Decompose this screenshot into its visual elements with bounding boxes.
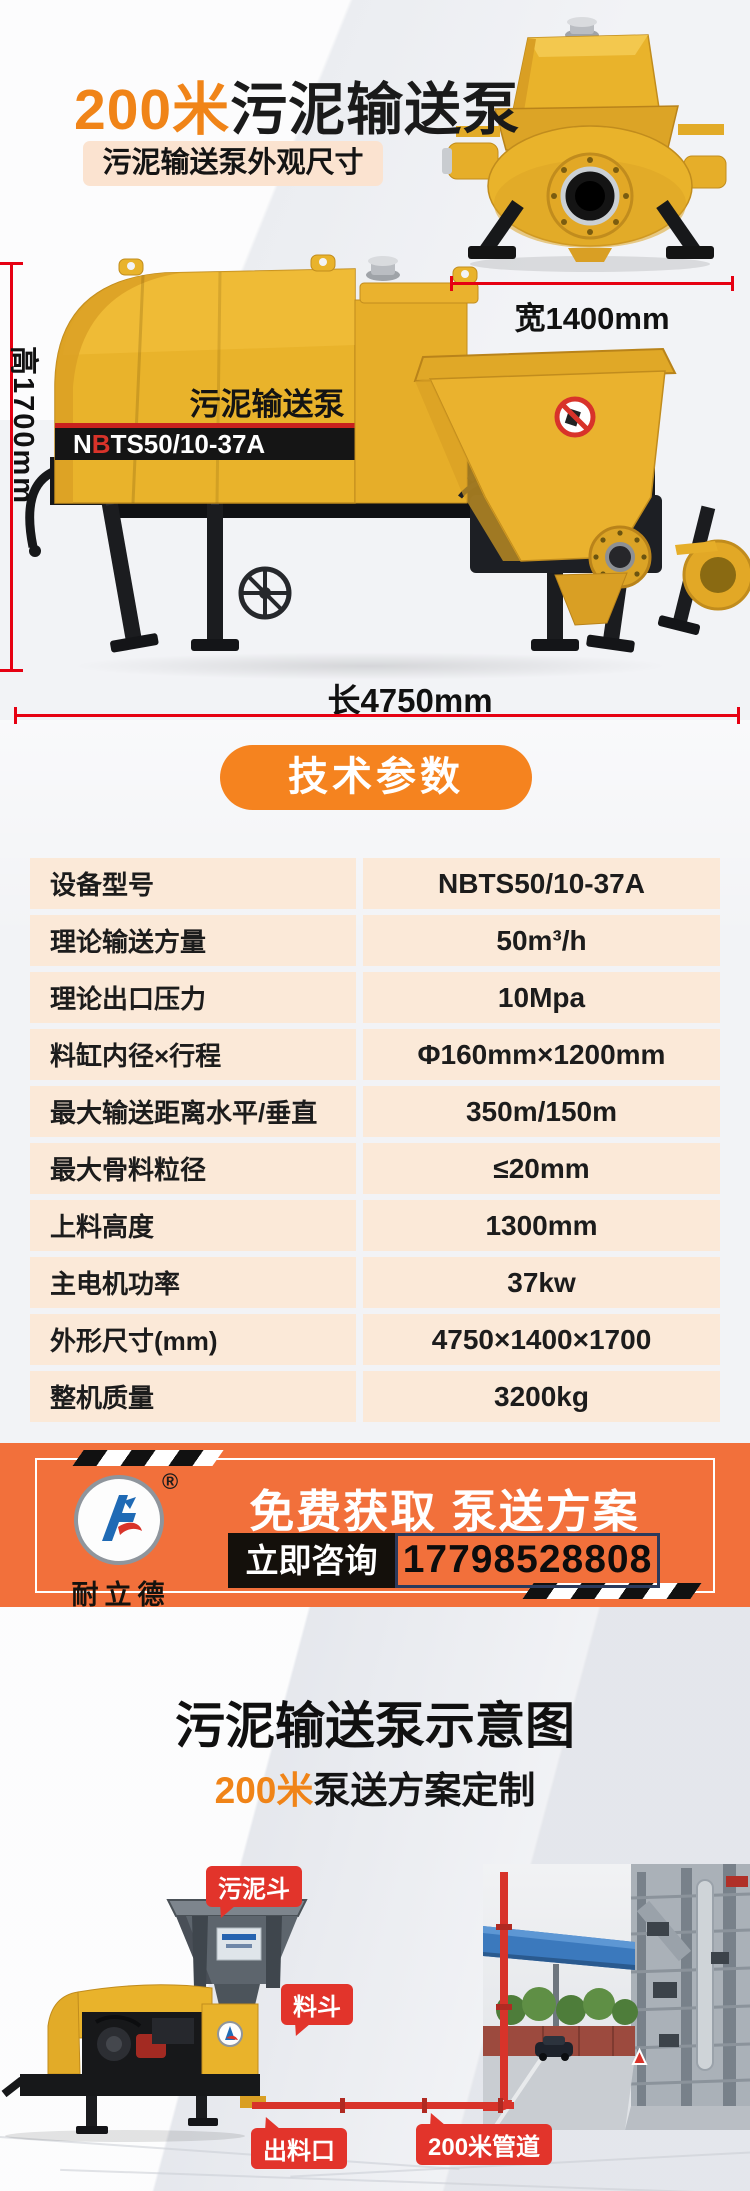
spec-label: 料缸内径×行程 — [30, 1029, 356, 1080]
table-row: 最大骨料粒径 ≤20mm — [30, 1143, 720, 1194]
spec-label: 理论输送方量 — [30, 915, 356, 966]
model-prefix: N — [73, 429, 92, 459]
spec-value: 350m/150m — [363, 1086, 720, 1137]
spec-value: ≤20mm — [363, 1143, 720, 1194]
width-dimension-line — [450, 276, 734, 291]
registered-mark: ® — [162, 1469, 179, 1494]
label-sludge-hopper: 污泥斗 — [206, 1866, 302, 1907]
table-row: 理论输送方量 50m³/h — [30, 915, 720, 966]
brand-logo-icon — [74, 1475, 164, 1565]
table-row: 料缸内径×行程 Φ160mm×1200mm — [30, 1029, 720, 1080]
schematic-subtitle-highlight: 200米 — [214, 1770, 314, 1811]
label-outlet: 出料口 — [251, 2128, 347, 2169]
spec-value: 1300mm — [363, 1200, 720, 1251]
consult-now-button[interactable]: 立即咨询 — [228, 1533, 395, 1588]
table-row: 最大输送距离水平/垂直 350m/150m — [30, 1086, 720, 1137]
spec-value: 10Mpa — [363, 972, 720, 1023]
spec-label: 上料高度 — [30, 1200, 356, 1251]
table-row: 上料高度 1300mm — [30, 1200, 720, 1251]
spec-label: 最大骨料粒径 — [30, 1143, 356, 1194]
spec-label: 理论出口压力 — [30, 972, 356, 1023]
banner-headline: 免费获取 泵送方案 — [249, 1486, 640, 1537]
label-pipeline: 200米管道 — [416, 2124, 553, 2165]
spec-label: 外形尺寸(mm) — [30, 1314, 356, 1365]
label-feed-hopper: 料斗 — [281, 1984, 353, 2025]
spec-value: NBTS50/10-37A — [363, 858, 720, 909]
plant-photo — [483, 1864, 750, 2130]
contact-banner: ® 耐立德 免费获取 泵送方案 立即咨询 17798528808 — [0, 1443, 750, 1610]
phone-number[interactable]: 17798528808 — [395, 1533, 660, 1588]
spec-value: 4750×1400×1700 — [363, 1314, 720, 1365]
width-dimension-label: 宽1400mm — [514, 301, 670, 336]
table-row: 外形尺寸(mm) 4750×1400×1700 — [30, 1314, 720, 1365]
machine-body-label: 污泥输送泵 — [190, 387, 345, 422]
table-row: 主电机功率 37kw — [30, 1257, 720, 1308]
spec-value: Φ160mm×1200mm — [363, 1029, 720, 1080]
spec-label: 最大输送距离水平/垂直 — [30, 1086, 356, 1137]
spec-label: 主电机功率 — [30, 1257, 356, 1308]
model-highlight: B — [92, 429, 111, 459]
schematic-title: 污泥输送泵示意图 — [175, 1698, 575, 1754]
brand-logo: ® 耐立德 — [66, 1469, 226, 1612]
height-dimension-label: 高1700mm — [7, 346, 39, 506]
model-suffix: TS50/10-37A — [111, 429, 266, 459]
schematic-subtitle: 200米泵送方案定制 — [0, 1760, 750, 1814]
length-dimension-line — [14, 707, 740, 724]
spec-table: 设备型号 NBTS50/10-37A 理论输送方量 50m³/h 理论出口压力 10M… — [30, 858, 720, 1428]
mini-pump-image — [1, 1984, 266, 2142]
spec-value: 37kw — [363, 1257, 720, 1308]
spec-label: 整机质量 — [30, 1371, 356, 1422]
title-highlight: 200米 — [74, 78, 231, 142]
decor-stripes — [72, 1450, 224, 1466]
page-title: 200米污泥输送泵 — [74, 64, 520, 146]
page-subtitle: 污泥输送泵外观尺寸 — [83, 141, 383, 186]
spec-value: 3200kg — [363, 1371, 720, 1422]
spec-label: 设备型号 — [30, 858, 356, 909]
table-row: 设备型号 NBTS50/10-37A — [30, 858, 720, 909]
table-row: 理论出口压力 10Mpa — [30, 972, 720, 1023]
machine-model-label: NBTS50/10-37A — [73, 429, 265, 459]
machine-shadow — [70, 652, 670, 680]
spec-value: 50m³/h — [363, 915, 720, 966]
pipeline-horizontal — [252, 2098, 514, 2113]
title-rest: 污泥输送泵 — [230, 78, 521, 142]
schematic-subtitle-rest: 泵送方案定制 — [313, 1770, 536, 1811]
tech-params-button[interactable]: 技术参数 — [220, 745, 532, 810]
length-dimension-label: 长4750mm — [327, 682, 493, 719]
brand-name: 耐立德 — [71, 1580, 171, 1610]
table-row: 整机质量 3200kg — [30, 1371, 720, 1422]
